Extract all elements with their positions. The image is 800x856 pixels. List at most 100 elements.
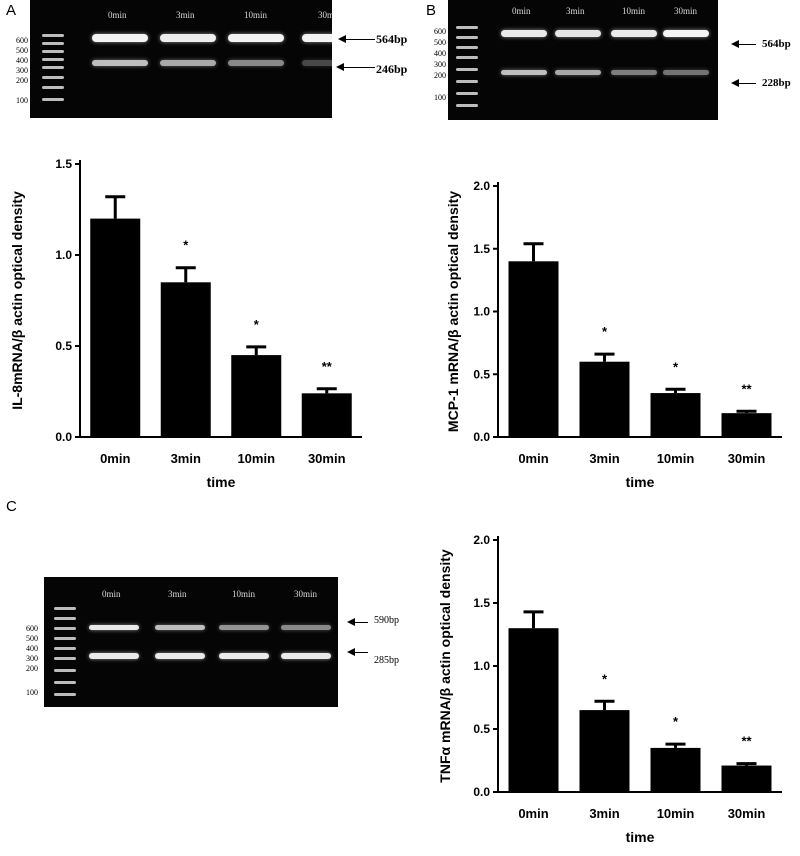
- ladder-band: [54, 669, 76, 672]
- bar: [579, 710, 630, 792]
- x-category-label: 0min: [100, 451, 130, 466]
- bar: [508, 628, 559, 792]
- gel-band: [555, 70, 601, 75]
- arrow-head: [336, 63, 344, 71]
- significance-marker: *: [183, 238, 189, 253]
- bar: [301, 393, 352, 437]
- y-tick-label: 1.0: [55, 248, 72, 262]
- significance-marker: **: [741, 381, 752, 396]
- y-axis-title: IL-8mRNA/β actin optical density: [9, 191, 25, 410]
- x-axis-title: time: [207, 474, 236, 490]
- gel-lane-label: 30min: [674, 6, 698, 16]
- gel-band: [228, 60, 284, 66]
- significance-marker: **: [322, 359, 333, 374]
- arrow-line: [738, 44, 756, 45]
- gel-band: [228, 34, 284, 42]
- y-axis-title: TNFα mRNA/β actin optical density: [437, 549, 453, 783]
- y-tick-label: 0.0: [473, 430, 490, 444]
- ladder-band: [456, 26, 478, 29]
- y-tick-label: 2.0: [473, 179, 490, 193]
- gel-band: [663, 70, 709, 75]
- arrow-head: [731, 79, 739, 87]
- ladder-band: [456, 92, 478, 95]
- gel-band: [155, 625, 205, 630]
- panel-letter-c: C: [6, 498, 17, 515]
- gel-band: [281, 625, 331, 630]
- ladder-band: [42, 98, 64, 101]
- bar: [508, 261, 559, 437]
- y-tick-label: 1.0: [473, 659, 490, 673]
- ladder-band: [54, 657, 76, 660]
- arrow-head: [347, 648, 355, 656]
- arrow-head: [347, 618, 355, 626]
- gel-band: [155, 653, 205, 659]
- significance-marker: *: [254, 317, 260, 332]
- ladder-band: [54, 647, 76, 650]
- arrow-head: [731, 40, 739, 48]
- bar: [650, 393, 701, 437]
- ladder-band: [54, 693, 76, 696]
- ladder-band: [42, 34, 64, 37]
- gel-image-a: 0min 3min 10min 30min: [30, 0, 332, 118]
- x-category-label: 10min: [657, 451, 695, 466]
- ladder-band: [456, 68, 478, 71]
- x-category-label: 10min: [657, 806, 695, 821]
- significance-marker: *: [673, 359, 679, 374]
- significance-marker: *: [602, 671, 608, 686]
- y-axis-title: MCP-1 mRNA/β actin optical density: [445, 191, 461, 432]
- gel-c-band-upper-label: 590bp: [374, 615, 399, 626]
- gel-image-b: 0min 3min 10min 30min: [448, 0, 718, 120]
- arrow-line: [354, 652, 368, 653]
- gel-band: [501, 30, 547, 37]
- ladder-band: [456, 80, 478, 83]
- gel-image-c: 0min 3min 10min 30min: [44, 577, 338, 707]
- gel-b-band-lower-label: 228bp: [762, 77, 791, 89]
- significance-marker: *: [673, 714, 679, 729]
- x-category-label: 0min: [518, 451, 548, 466]
- gel-band: [89, 653, 139, 659]
- gel-a-ladder-labels: 600 500 400 300 200 100: [16, 36, 28, 105]
- ladder-band: [456, 56, 478, 59]
- bar: [231, 355, 282, 437]
- x-category-label: 3min: [589, 806, 619, 821]
- arrow-line: [354, 622, 368, 623]
- bar: [721, 413, 772, 437]
- gel-band: [219, 653, 269, 659]
- ladder-band: [456, 36, 478, 39]
- gel-band: [555, 30, 601, 37]
- ladder-band: [54, 681, 76, 684]
- arrow-line: [345, 39, 375, 40]
- bar: [579, 361, 630, 437]
- gel-lane-label: 10min: [232, 589, 256, 599]
- gel-lane-label: 0min: [102, 589, 121, 599]
- gel-band: [89, 625, 139, 630]
- gel-band: [160, 34, 216, 42]
- y-tick-label: 1.5: [55, 157, 72, 171]
- y-tick-label: 1.0: [473, 305, 490, 319]
- x-category-label: 3min: [171, 451, 201, 466]
- bar: [721, 765, 772, 792]
- gel-band: [281, 653, 331, 659]
- bar-chart-il8: 0.0 0.5 1.0 1.5 0min * 3min * 10min ** 30min time IL…: [9, 157, 362, 490]
- gel-lane-label: 10min: [622, 6, 646, 16]
- x-axis-title: time: [626, 829, 655, 845]
- ladder-band: [54, 637, 76, 640]
- gel-band: [302, 60, 332, 66]
- bar: [650, 747, 701, 792]
- bar-chart-tnfa: 0.0 0.5 1.0 1.5 2.0 0min * 3min * 10min ** 30min tim…: [437, 533, 782, 845]
- gel-band: [611, 70, 657, 75]
- ladder-band: [54, 607, 76, 610]
- gel-band: [92, 34, 148, 42]
- gel-band: [92, 60, 148, 66]
- panel-letter-a: A: [6, 2, 17, 19]
- y-tick-label: 0.0: [55, 430, 72, 444]
- gel-band: [501, 70, 547, 75]
- gel-lane-label: 3min: [566, 6, 585, 16]
- gel-b-band-upper-label: 564bp: [762, 38, 791, 50]
- gel-band: [302, 34, 332, 42]
- gel-lane-label: 0min: [108, 10, 127, 20]
- gel-lane-label: 3min: [168, 589, 187, 599]
- x-category-label: 30min: [728, 451, 766, 466]
- x-category-label: 30min: [308, 451, 346, 466]
- ladder-band: [42, 66, 64, 69]
